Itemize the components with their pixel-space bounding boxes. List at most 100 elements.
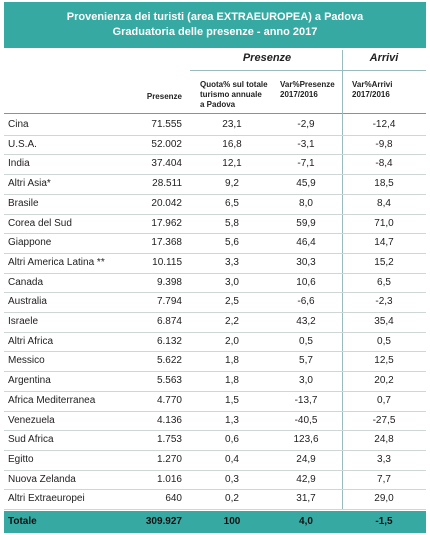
rule (342, 50, 343, 510)
cell: 0,6 (225, 434, 239, 446)
rule (4, 449, 426, 451)
rule (4, 174, 426, 176)
row-label: Cina (8, 119, 29, 130)
row-label: Giappone (8, 237, 52, 249)
row-label: Venezuela (8, 414, 55, 426)
cell: 1.270 (156, 453, 182, 465)
cell: 4.136 (156, 414, 182, 426)
rule (4, 292, 426, 294)
cell: 1.016 (156, 473, 182, 485)
cell: 3,0 (299, 375, 313, 387)
cell: -40,5 (294, 414, 318, 426)
group-header: Presenze (242, 52, 292, 64)
cell: 45,9 (296, 178, 316, 190)
rule (4, 331, 426, 333)
rule (4, 390, 426, 392)
cell: 9,2 (225, 178, 239, 190)
cell: 10,6 (296, 276, 316, 288)
row-label: Nuova Zelanda (8, 473, 76, 485)
cell: 6,5 (377, 276, 391, 288)
cell: 1,5 (225, 394, 239, 406)
cell: 4.770 (156, 394, 182, 406)
cell: 6.874 (156, 316, 182, 327)
cell: 0,2 (225, 493, 239, 505)
total-band (4, 511, 426, 533)
cell: 640 (165, 493, 182, 505)
cell: 0,7 (377, 394, 391, 406)
total-cell: 100 (223, 516, 241, 527)
row-label: Canada (8, 276, 44, 288)
cell: 15,2 (374, 256, 394, 268)
cell: 12,5 (374, 355, 394, 367)
cell: 7,7 (377, 473, 391, 485)
rule (4, 193, 426, 195)
row-label: Altri Extraeuropei (8, 493, 85, 505)
rule (4, 134, 426, 136)
cell: 10.115 (152, 256, 182, 268)
cell: 0,5 (377, 335, 391, 347)
cell: 71,0 (374, 217, 394, 229)
rule (4, 410, 426, 412)
cell: 2,0 (225, 335, 239, 347)
row-label: Altri America Latina ** (8, 256, 105, 268)
column-header: Quota% sul totale turismo annuale a Padova (192, 80, 272, 110)
cell: 123,6 (293, 434, 319, 446)
row-label: Africa Mediterranea (8, 394, 96, 406)
total-cell: 4,0 (299, 516, 313, 527)
row-label: U.S.A. (8, 138, 37, 150)
rule (4, 233, 426, 235)
row-label: Messico (8, 355, 45, 367)
cell: 17.962 (151, 217, 182, 229)
cell: -7,1 (297, 158, 315, 170)
title-band: Provenienza dei turisti (area EXTRAEUROP… (4, 2, 426, 48)
cell: 35,4 (374, 316, 394, 327)
cell: 3,0 (225, 276, 239, 288)
title-line: Provenienza dei turisti (area EXTRAEUROP… (66, 11, 364, 23)
cell: 17.368 (151, 237, 182, 249)
cell: 20,2 (374, 375, 394, 387)
header-line: Quota% sul totale (200, 80, 268, 89)
row-label: India (8, 158, 30, 170)
cell: 59,9 (296, 217, 316, 229)
row-label: Corea del Sud (8, 217, 72, 229)
cell: -2,9 (297, 119, 315, 130)
cell: 9.398 (156, 276, 182, 288)
row-label: Egitto (8, 453, 34, 465)
row-label: Israele (8, 316, 39, 327)
cell: 18,5 (374, 178, 394, 190)
cell: 2,2 (225, 316, 239, 327)
column-header: Var%Presenze 2017/2016 (272, 80, 340, 100)
row-label: Altri Africa (8, 335, 54, 347)
cell: 28.511 (152, 178, 182, 190)
column-header: Presenze (130, 92, 182, 102)
cell: -27,5 (372, 414, 396, 426)
cell: 29,0 (374, 493, 394, 505)
cell: 0,4 (225, 453, 239, 465)
cell: 14,7 (374, 237, 394, 249)
cell: 20.042 (151, 197, 182, 209)
rule (4, 469, 426, 471)
header-line: turismo annuale (200, 90, 262, 99)
rule (4, 213, 426, 215)
cell: 6,5 (225, 197, 239, 209)
row-label: Sud Africa (8, 434, 54, 446)
total-cell: -1,5 (375, 516, 393, 527)
cell: 5,8 (225, 217, 239, 229)
cell: 5.622 (156, 355, 182, 367)
cell: 1.753 (156, 434, 182, 446)
total-cell: 309.927 (145, 516, 182, 527)
row-label: Altri Asia* (8, 178, 51, 190)
title-line: Graduatoria delle presenze - anno 2017 (112, 26, 318, 38)
cell: 42,9 (296, 473, 316, 485)
cell: -8,4 (375, 158, 393, 170)
cell: 30,3 (296, 256, 316, 268)
cell: 31,7 (296, 493, 316, 505)
cell: 16,8 (222, 138, 242, 150)
rule (190, 70, 426, 71)
header-line: 2017/2016 (280, 90, 318, 99)
rule (4, 154, 426, 156)
cell: -13,7 (294, 394, 318, 406)
cell: 1,8 (225, 355, 239, 367)
cell: 23,1 (222, 119, 242, 130)
